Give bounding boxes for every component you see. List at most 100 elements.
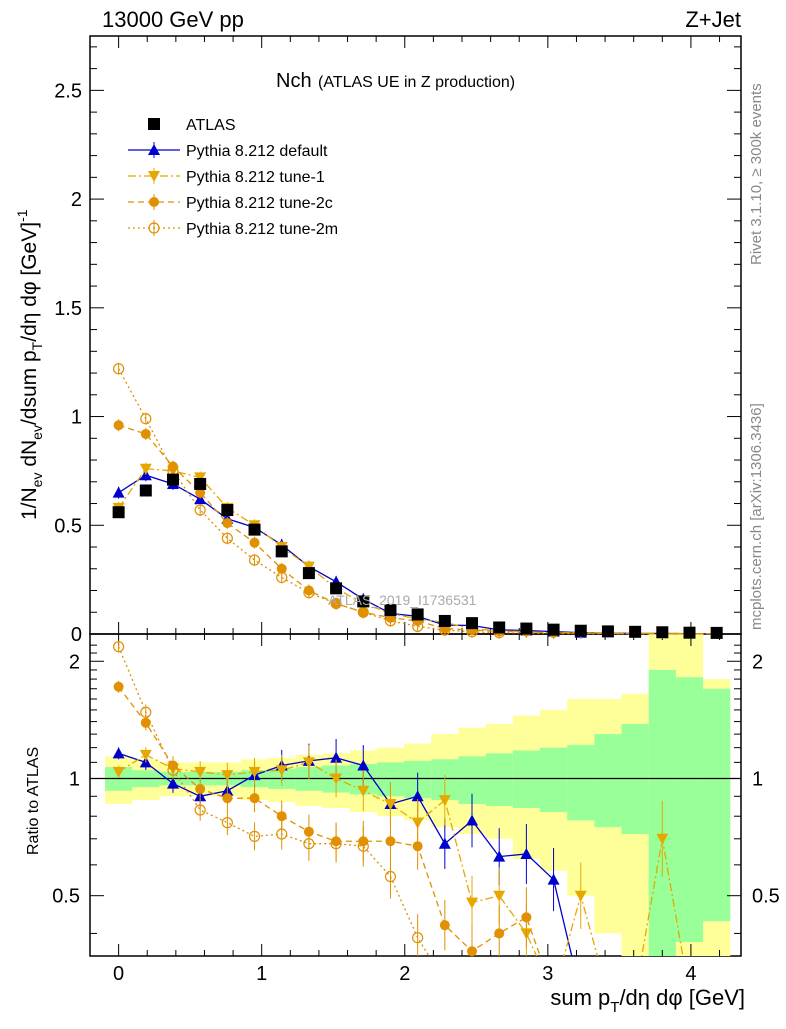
ratio-point <box>438 795 451 807</box>
ratio-point <box>221 770 234 782</box>
ratio-point <box>112 766 125 778</box>
analysis-watermark: ATLAS_2019_I1736531 <box>328 592 477 608</box>
ratio-point <box>330 751 343 763</box>
ratio-point <box>520 847 533 859</box>
ratio-point <box>275 765 288 777</box>
header-right: Z+Jet <box>685 7 741 32</box>
x-tick-label: 2 <box>399 963 410 985</box>
atlas-point <box>710 626 723 639</box>
legend-marker-3 <box>149 197 159 207</box>
main-point <box>276 563 287 574</box>
atlas-point <box>194 477 207 490</box>
ratio-y-tick-label: 2 <box>69 651 80 673</box>
atlas-point <box>275 545 288 558</box>
ratio-point <box>493 850 506 862</box>
ratio-point <box>411 790 424 802</box>
legend-label-4: Pythia 8.212 tune-2m <box>186 221 338 238</box>
ratio-point <box>248 766 261 778</box>
atlas-point <box>302 567 315 580</box>
ratio-point <box>521 912 532 923</box>
ratio-point <box>330 838 342 850</box>
main-point <box>194 472 207 484</box>
x-tick-label: 4 <box>685 963 696 985</box>
legend-label-3: Pythia 8.212 tune-2c <box>186 195 333 212</box>
main-ylabel: 1/Nev dNev/dsum pT/dη dφ [GeV]-1 <box>14 209 45 520</box>
ratio-point <box>574 890 587 902</box>
ratio-point <box>412 841 423 852</box>
ratio-y-tick-label-right: 1 <box>752 768 763 790</box>
ratio-point <box>276 811 287 822</box>
ratio-point <box>466 897 479 909</box>
main-point <box>222 518 233 529</box>
xlabel-text: sum pT/dη dφ [GeV] <box>550 985 745 1016</box>
ratio-y-tick-label-right: 2 <box>752 651 763 673</box>
legend-label-1: Pythia 8.212 default <box>186 143 328 160</box>
ratio-point <box>656 833 669 845</box>
ratio-point <box>303 838 315 850</box>
ratio-point <box>167 764 179 776</box>
atlas-point <box>574 624 587 637</box>
atlas-point <box>601 625 614 638</box>
ratio-point <box>195 783 206 794</box>
main-point <box>221 532 233 544</box>
main-point <box>140 428 151 439</box>
main-point <box>195 487 206 498</box>
main-point <box>330 597 342 610</box>
band-inner-17 <box>567 744 595 821</box>
ratio-ylabel: Ratio to ATLAS <box>25 747 42 855</box>
ratio-point <box>276 828 288 840</box>
ratio-y-tick-label: 0.5 <box>52 886 80 908</box>
main-y-tick-label: 2 <box>71 189 82 211</box>
ratio-point <box>385 836 396 847</box>
atlas-point <box>547 623 560 636</box>
main-point <box>276 571 288 584</box>
ratio-point <box>166 777 179 789</box>
legend-label-0: ATLAS <box>186 117 236 134</box>
atlas-point <box>166 473 179 486</box>
header-left: 13000 GeV pp <box>102 7 244 32</box>
plot-subtitle: (ATLAS UE in Z production) <box>318 74 515 91</box>
ratio-point <box>439 920 450 931</box>
band-inner-22 <box>703 688 731 922</box>
atlas-point <box>629 625 642 638</box>
legend-marker-1 <box>148 144 160 155</box>
main-ylabel-text: 1/Nev dNev/dsum pT/dη dφ [GeV]-1 <box>14 209 45 520</box>
mcplots-label: mcplots.cern.ch [arXiv:1306.3436] <box>748 403 765 630</box>
ratio-point <box>249 793 260 804</box>
series-points <box>112 362 723 957</box>
main-y-tick-label: 1 <box>71 407 82 429</box>
band-inner-14 <box>485 753 513 806</box>
ratio-point <box>357 785 370 797</box>
ratio-point <box>357 759 370 771</box>
x-tick-label: 1 <box>256 963 267 985</box>
ratio-point <box>357 840 369 852</box>
main-line-2 <box>118 424 717 635</box>
ratio-point <box>466 814 479 826</box>
ratio-point <box>140 717 151 728</box>
atlas-point <box>357 595 370 608</box>
atlas-point <box>330 582 343 595</box>
band-inner-16 <box>539 747 568 813</box>
main-y-tick-label: 0 <box>71 624 82 646</box>
atlas-point <box>221 504 234 517</box>
main-point <box>194 504 206 516</box>
ratio-point <box>222 793 233 804</box>
ratio-point <box>140 706 152 718</box>
main-y-tick-label: 2.5 <box>54 80 82 102</box>
atlas-point <box>656 626 669 639</box>
band-inner-15 <box>512 750 540 808</box>
ratio-point <box>467 946 478 957</box>
x-tick-label: 0 <box>113 963 124 985</box>
plot-title: Nch <box>276 70 312 92</box>
main-point <box>113 363 125 375</box>
ratio-point <box>330 773 343 785</box>
main-point <box>194 493 207 505</box>
x-tick-label: 3 <box>542 963 553 985</box>
main-point <box>412 620 424 632</box>
ratio-y-tick-label: 1 <box>69 768 80 790</box>
main-point <box>113 420 124 431</box>
legend-marker-2 <box>148 171 160 182</box>
ratio-point <box>384 798 397 810</box>
legend-marker-4 <box>148 222 160 234</box>
